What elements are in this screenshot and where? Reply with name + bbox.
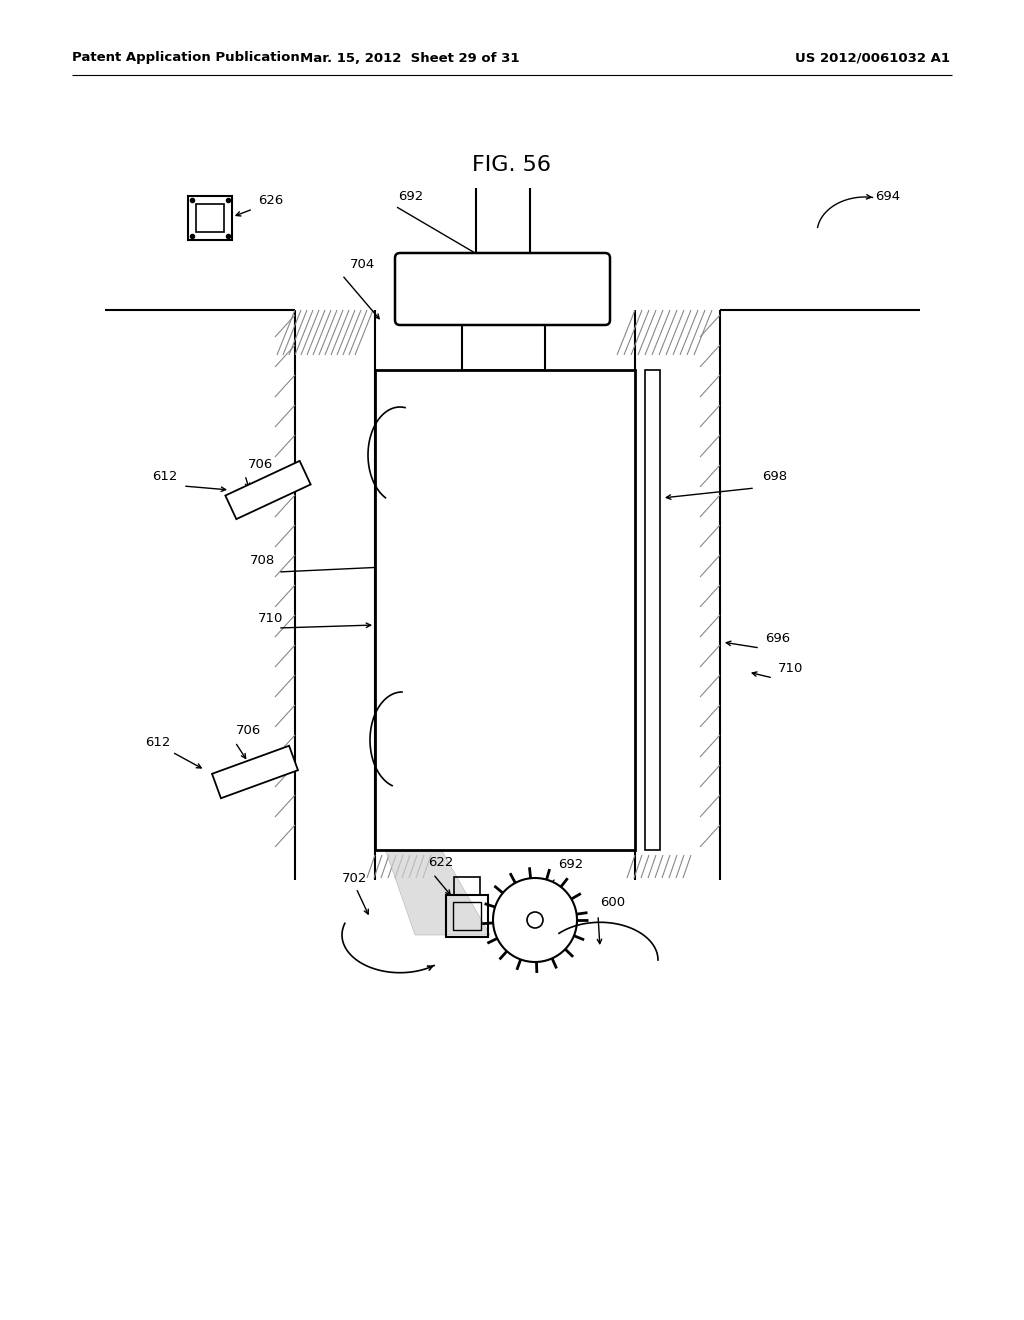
Bar bbox=[454, 876, 480, 895]
Text: $\theta$: $\theta$ bbox=[259, 484, 267, 496]
Text: 704: 704 bbox=[350, 259, 375, 272]
Text: 706: 706 bbox=[236, 723, 261, 737]
Polygon shape bbox=[375, 506, 535, 741]
Bar bbox=[446, 895, 488, 937]
Text: FIG. 56: FIG. 56 bbox=[472, 154, 552, 176]
Polygon shape bbox=[212, 746, 298, 799]
Text: 710: 710 bbox=[258, 611, 284, 624]
Bar bbox=[375, 370, 635, 850]
Text: 600: 600 bbox=[600, 896, 625, 909]
Text: 710: 710 bbox=[778, 661, 804, 675]
Text: 694: 694 bbox=[874, 190, 900, 203]
Text: 696: 696 bbox=[765, 631, 791, 644]
Text: 698: 698 bbox=[762, 470, 787, 483]
Text: 714: 714 bbox=[462, 776, 487, 788]
Text: 626: 626 bbox=[258, 194, 284, 206]
Text: Mar. 15, 2012  Sheet 29 of 31: Mar. 15, 2012 Sheet 29 of 31 bbox=[300, 51, 520, 65]
Text: 612: 612 bbox=[152, 470, 177, 483]
Text: 612: 612 bbox=[145, 735, 170, 748]
Text: 622: 622 bbox=[428, 857, 454, 870]
Text: Patent Application Publication: Patent Application Publication bbox=[72, 51, 300, 65]
Text: 708: 708 bbox=[250, 553, 275, 566]
Text: 692: 692 bbox=[398, 190, 423, 202]
Text: US 2012/0061032 A1: US 2012/0061032 A1 bbox=[795, 51, 950, 65]
Text: 712: 712 bbox=[575, 701, 600, 714]
Circle shape bbox=[493, 878, 577, 962]
Text: 700: 700 bbox=[590, 586, 615, 598]
Text: 706: 706 bbox=[248, 458, 273, 471]
Text: $\theta$: $\theta$ bbox=[246, 766, 254, 777]
Text: 692: 692 bbox=[558, 858, 584, 870]
Bar bbox=[188, 195, 232, 240]
Polygon shape bbox=[225, 461, 310, 519]
Text: 702: 702 bbox=[342, 871, 368, 884]
Bar bbox=[196, 205, 224, 232]
FancyBboxPatch shape bbox=[395, 253, 610, 325]
Polygon shape bbox=[375, 710, 520, 935]
Bar bbox=[453, 902, 481, 931]
Bar bbox=[645, 370, 660, 850]
Circle shape bbox=[527, 912, 543, 928]
